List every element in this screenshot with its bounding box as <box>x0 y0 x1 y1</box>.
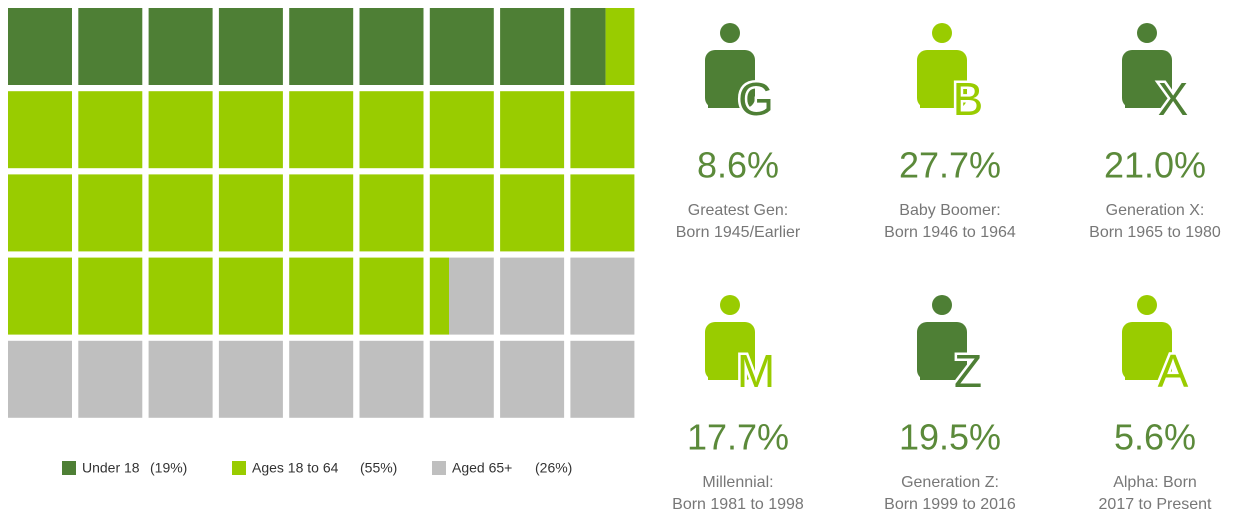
generation-percent: 17.7% <box>687 417 789 458</box>
generation-card: Z 19.5% Generation Z: Born 1999 to 2016 <box>884 295 1016 513</box>
waffle-cell <box>289 257 354 335</box>
generation-label: Greatest Gen: <box>688 202 789 219</box>
person-legs <box>708 90 724 108</box>
waffle-cell <box>289 340 354 418</box>
generation-label: Born 1946 to 1964 <box>884 224 1016 241</box>
generation-label: Born 1945/Earlier <box>676 224 801 241</box>
person-legs <box>1125 90 1141 108</box>
waffle-cell <box>148 257 213 335</box>
generation-label: Born 1981 to 1998 <box>672 496 804 513</box>
generation-letter: M <box>737 345 775 397</box>
waffle-cell <box>570 91 635 169</box>
waffle-cell <box>429 91 494 169</box>
waffle-cell <box>500 8 565 85</box>
waffle-cell <box>8 91 72 169</box>
legend-label: Ages 18 to 64 <box>252 460 339 476</box>
waffle-cell <box>429 174 494 252</box>
waffle-cell <box>289 8 354 85</box>
generation-card: B 27.7% Baby Boomer: Born 1946 to 1964 <box>884 23 1016 241</box>
legend-label: Aged 65+ <box>452 460 512 476</box>
generation-card: M 17.7% Millennial: Born 1981 to 1998 <box>672 295 804 513</box>
legend-value: (55%) <box>360 460 397 476</box>
person-legs <box>1125 362 1141 380</box>
generation-letter: X <box>1158 73 1189 125</box>
generation-label: Millennial: <box>702 474 773 491</box>
generation-letter: Z <box>954 345 982 397</box>
waffle-cell <box>78 8 143 85</box>
waffle-cell <box>78 174 143 252</box>
waffle-cell <box>429 257 449 335</box>
waffle-cell <box>78 91 143 169</box>
waffle-cell <box>148 174 213 252</box>
waffle-cell <box>289 91 354 169</box>
waffle-cell <box>500 257 565 335</box>
waffle-cell <box>218 340 283 418</box>
waffle-cell <box>289 174 354 252</box>
generation-percent: 5.6% <box>1114 417 1196 458</box>
generation-label: Generation X: <box>1106 202 1205 219</box>
waffle-cell <box>8 8 72 85</box>
waffle-cell <box>218 8 283 85</box>
waffle-cell <box>570 340 635 418</box>
waffle-cell <box>8 174 72 252</box>
person-head <box>932 23 952 43</box>
generation-label: Born 1999 to 2016 <box>884 496 1016 513</box>
person-legs <box>920 362 936 380</box>
generation-label: Alpha: Born <box>1113 474 1197 491</box>
waffle-cell <box>218 91 283 169</box>
waffle-cell <box>359 174 424 252</box>
generation-percent: 27.7% <box>899 145 1001 186</box>
waffle-cell <box>570 257 635 335</box>
generation-percent: 21.0% <box>1104 145 1206 186</box>
person-head <box>1137 23 1157 43</box>
waffle-cell <box>500 91 565 169</box>
waffle-cell <box>449 257 494 335</box>
generation-card: G 8.6% Greatest Gen: Born 1945/Earlier <box>676 23 801 241</box>
waffle-cell <box>605 8 635 85</box>
waffle-cell <box>570 174 635 252</box>
waffle-cell <box>359 257 424 335</box>
waffle-cell <box>148 91 213 169</box>
generation-card: A 5.6% Alpha: Born 2017 to Present <box>1099 295 1213 513</box>
waffle-cell <box>429 8 494 85</box>
person-head <box>932 295 952 315</box>
waffle-cell <box>148 8 213 85</box>
waffle-cell <box>359 8 424 85</box>
generation-card: X 21.0% Generation X: Born 1965 to 1980 <box>1089 23 1221 241</box>
legend-swatch <box>232 461 246 475</box>
generation-letter: G <box>738 73 774 125</box>
generation-label: 2017 to Present <box>1099 496 1213 513</box>
person-head <box>720 23 740 43</box>
waffle-cell <box>8 340 72 418</box>
waffle-cell <box>148 340 213 418</box>
legend-swatch <box>432 461 446 475</box>
generation-percent: 19.5% <box>899 417 1001 458</box>
waffle-cell <box>429 340 494 418</box>
generation-label: Generation Z: <box>901 474 999 491</box>
generation-letter: B <box>953 73 984 125</box>
person-head <box>720 295 740 315</box>
legend-value: (19%) <box>150 460 187 476</box>
waffle-cell <box>359 340 424 418</box>
waffle-cell <box>359 91 424 169</box>
waffle-cell <box>218 174 283 252</box>
generation-label: Baby Boomer: <box>899 202 1000 219</box>
generation-percent: 8.6% <box>697 145 779 186</box>
waffle-cell <box>500 340 565 418</box>
generation-label: Born 1965 to 1980 <box>1089 224 1221 241</box>
waffle-cell <box>570 8 606 85</box>
waffle-cell <box>218 257 283 335</box>
waffle-cell <box>78 257 143 335</box>
legend-swatch <box>62 461 76 475</box>
legend-value: (26%) <box>535 460 572 476</box>
waffle-cell <box>8 257 72 335</box>
person-legs <box>708 362 724 380</box>
legend-label: Under 18 <box>82 460 140 476</box>
generation-letter: A <box>1158 345 1189 397</box>
waffle-cell <box>78 340 143 418</box>
person-legs <box>920 90 936 108</box>
waffle-cell <box>500 174 565 252</box>
person-head <box>1137 295 1157 315</box>
